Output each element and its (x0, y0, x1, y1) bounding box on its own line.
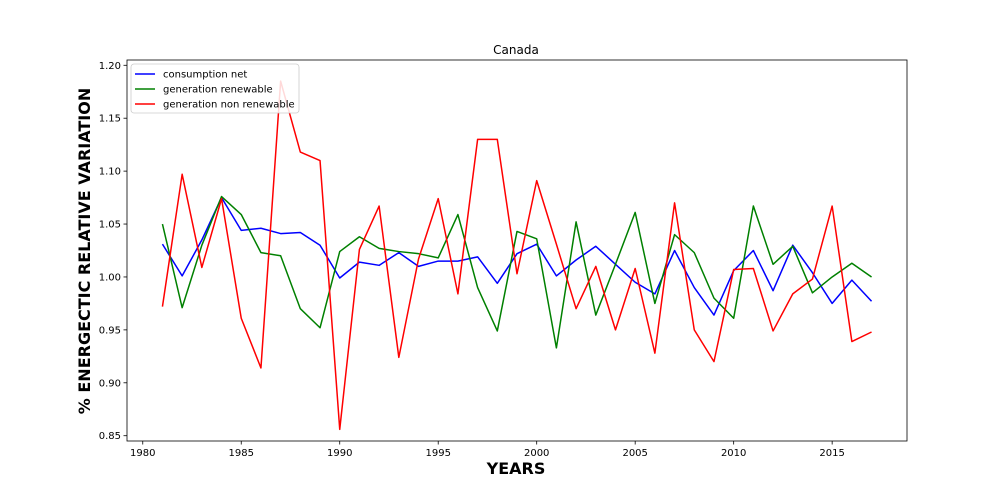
y-tick-label: 0.95 (99, 325, 121, 336)
legend-label: generation renewable (163, 85, 273, 96)
x-tick-label: 2010 (721, 448, 746, 459)
y-tick-label: 1.00 (99, 272, 121, 283)
x-axis: 1980 1985 1990 1995 2000 2005 2010 2015 (130, 441, 845, 459)
y-axis: 0.85 0.90 0.95 1.00 1.05 1.10 1.15 1.20 (99, 61, 127, 442)
x-tick-label: 2005 (622, 448, 647, 459)
x-tick-label: 2000 (524, 448, 549, 459)
chart-title: Canada (493, 43, 539, 57)
series-line-consumption-net (161, 196, 873, 316)
x-axis-label: YEARS (486, 459, 546, 478)
y-tick-label: 1.05 (99, 220, 121, 231)
y-tick-label: 1.15 (99, 114, 121, 125)
legend-box (130, 63, 300, 114)
x-tick-label: 1990 (327, 448, 352, 459)
plot-frame (126, 59, 908, 442)
y-tick-label: 0.90 (99, 378, 121, 389)
x-tick-label: 2015 (819, 448, 844, 459)
x-tick-label: 1995 (425, 448, 450, 459)
legend: consumption net generation renewable gener… (130, 63, 300, 114)
y-axis-label: % ENERGECTIC RELATIVE VARIATION (75, 88, 94, 414)
x-tick-label: 1985 (229, 448, 254, 459)
x-tick-label: 1980 (130, 448, 155, 459)
series-line-generation-non-renewable (161, 80, 872, 431)
y-tick-label: 1.20 (99, 61, 121, 72)
series-layer (161, 80, 873, 431)
y-tick-label: 0.85 (99, 431, 121, 442)
legend-label: generation non renewable (163, 100, 295, 111)
series-line-generation-renewable (161, 195, 872, 349)
y-tick-label: 1.10 (99, 167, 121, 178)
legend-label: consumption net (163, 70, 247, 81)
